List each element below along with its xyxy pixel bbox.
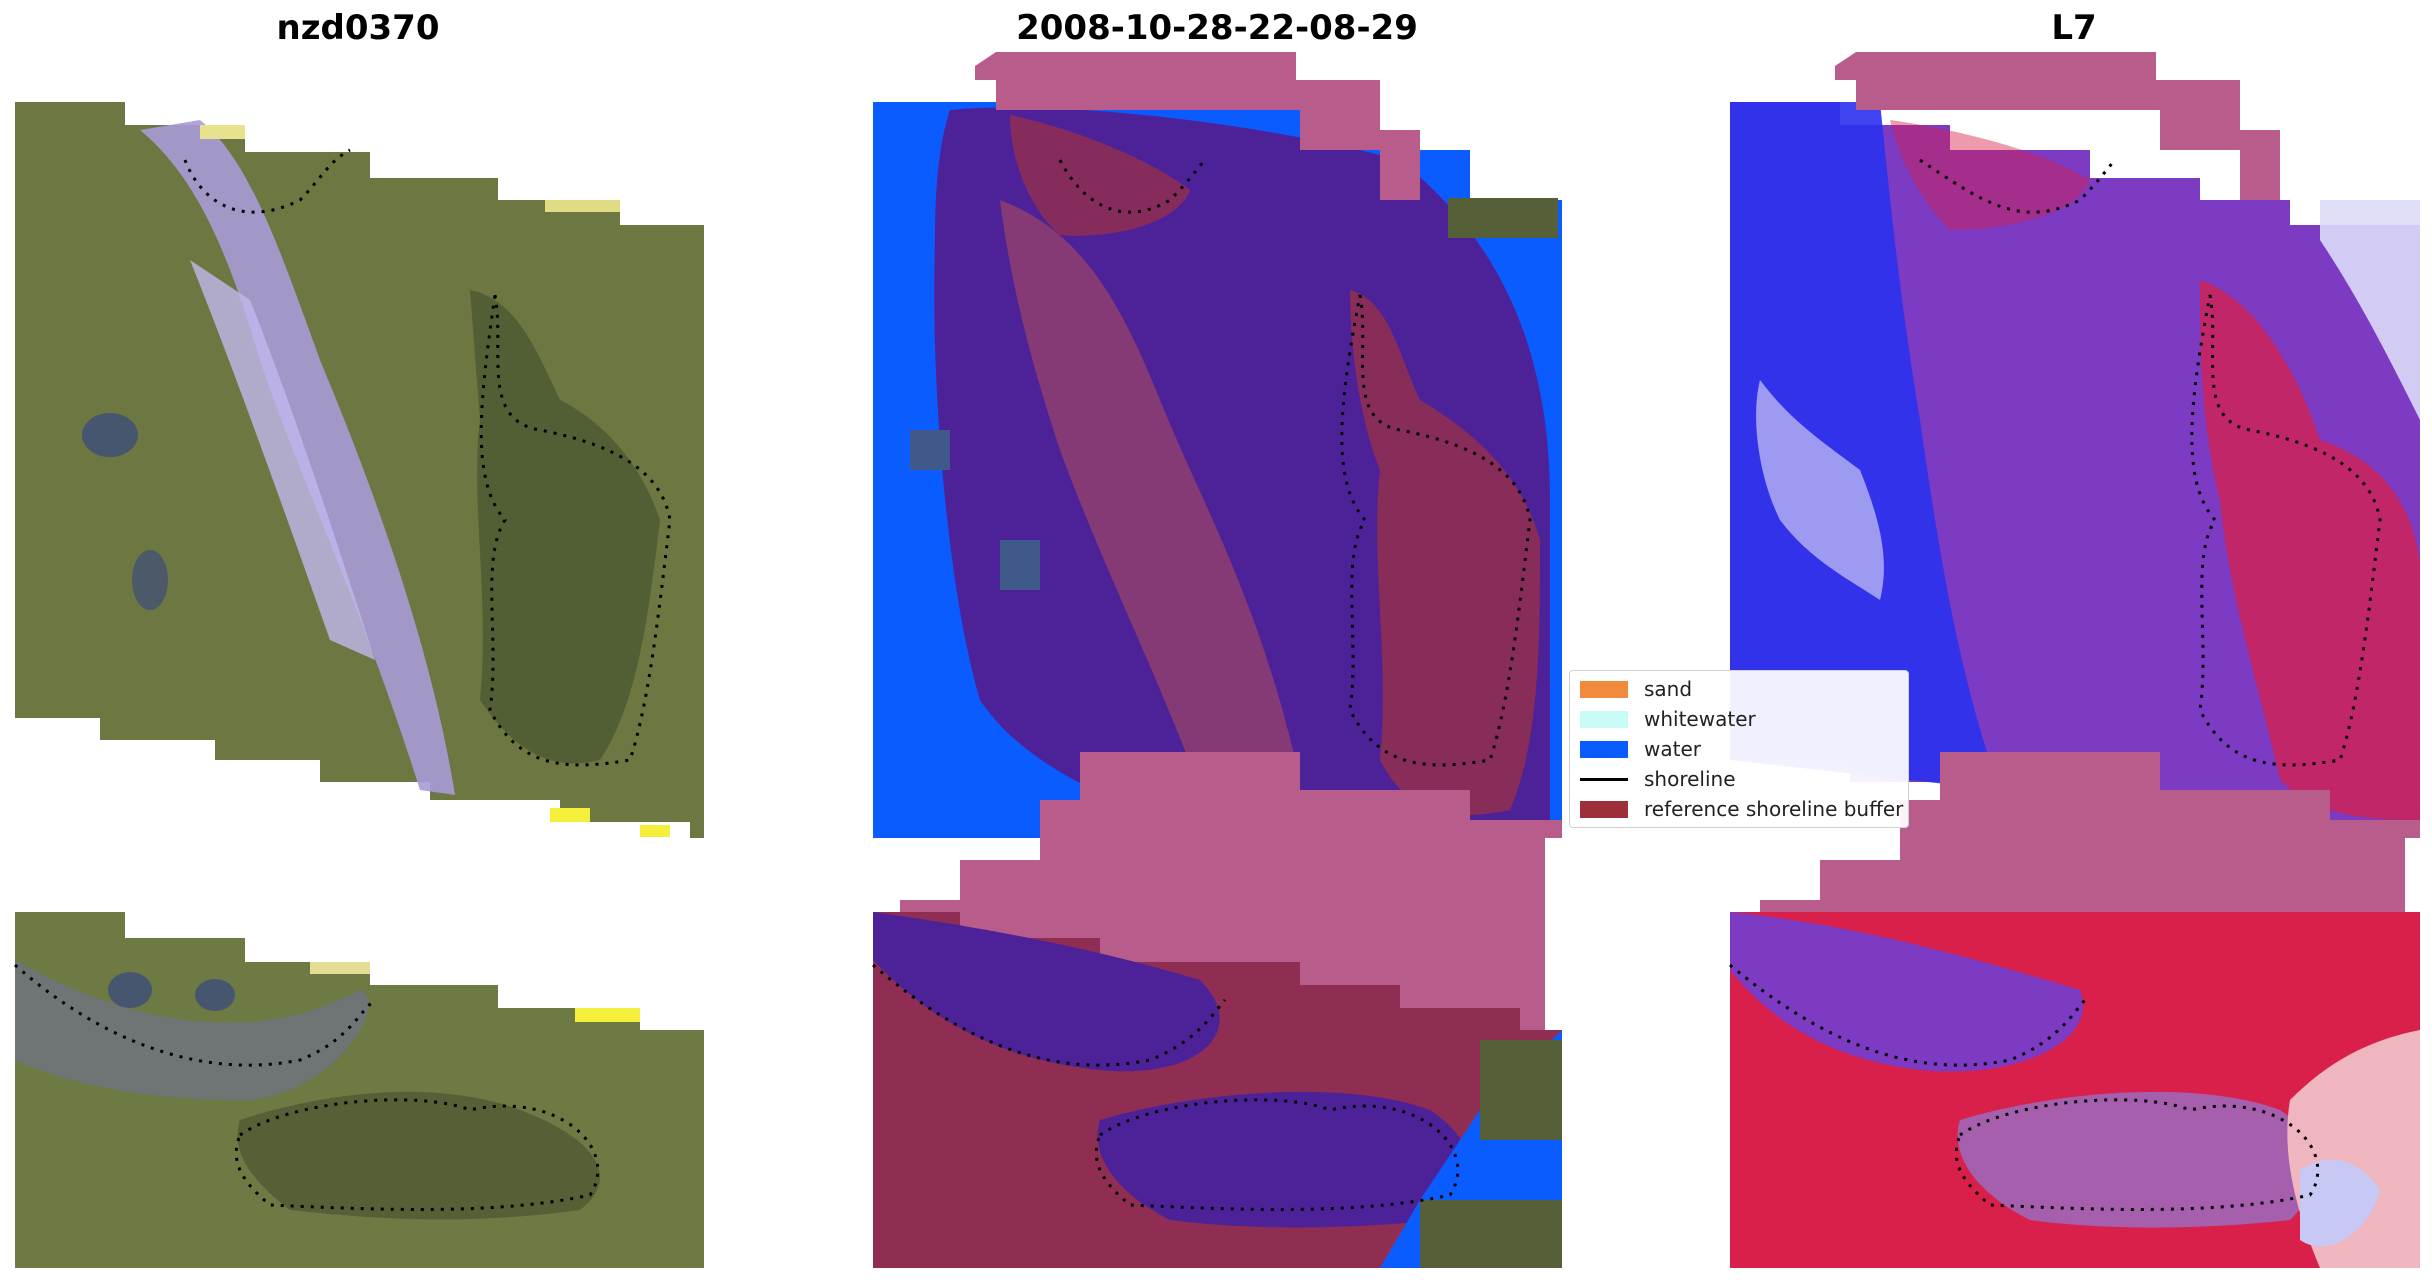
legend-label-whitewater: whitewater (1644, 707, 1756, 731)
legend-item-shoreline: shoreline (1580, 767, 1736, 791)
water-swatch (1580, 740, 1628, 758)
panel-title-l7: L7 (2051, 8, 2097, 48)
legend-label-water: water (1644, 737, 1701, 761)
legend-label-shoreline: shoreline (1644, 767, 1736, 791)
sand-swatch (1580, 680, 1628, 698)
legend: sand whitewater water shoreline referenc… (1569, 670, 1909, 828)
rgb-image-top (15, 102, 704, 838)
legend-item-whitewater: whitewater (1580, 707, 1756, 731)
shoreline-line-icon (1580, 777, 1628, 781)
rgb-image-bottom (14, 912, 704, 1268)
panel-title-nzd0370: nzd0370 (276, 8, 440, 48)
buffer-swatch (1580, 800, 1628, 818)
legend-item-sand: sand (1580, 677, 1692, 701)
index-image-top (1730, 52, 2420, 1040)
legend-item-buffer: reference shoreline buffer (1580, 797, 1903, 821)
index-image-bottom (1729, 912, 2420, 1268)
whitewater-swatch (1580, 710, 1628, 728)
legend-item-water: water (1580, 737, 1701, 761)
classified-image-top (873, 52, 1562, 1040)
legend-label-sand: sand (1644, 677, 1693, 701)
legend-label-buffer: reference shoreline buffer (1644, 797, 1904, 821)
classified-image-bottom (872, 912, 1562, 1268)
panel-title-date: 2008-10-28-22-08-29 (1016, 8, 1418, 48)
